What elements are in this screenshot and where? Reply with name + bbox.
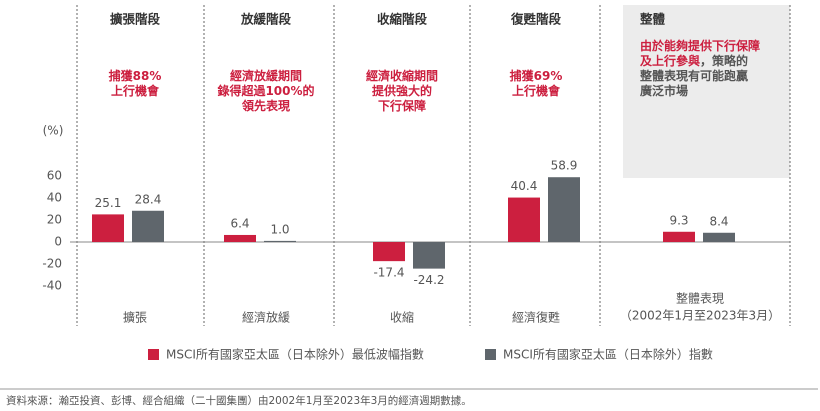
bar: [703, 232, 735, 242]
annotation-text: 領先表現: [241, 98, 290, 113]
annotation-text: 捕獲69%: [510, 68, 563, 83]
annotation-text: 錄得超過100%的: [217, 83, 314, 98]
bar: [92, 214, 124, 242]
value-label: 28.4: [135, 192, 162, 206]
annotation-text: 廣泛市場: [640, 83, 688, 98]
y-tick-label: 0: [54, 235, 62, 249]
y-tick-label: -40: [42, 279, 62, 293]
x-tick-label: 經濟放緩: [242, 310, 290, 325]
annotation-text: 提供強大的: [372, 83, 432, 98]
annotation: 提供強大的: [372, 83, 432, 98]
value-label: 58.9: [551, 159, 578, 173]
annotation-text: 經濟收縮期間: [366, 68, 438, 83]
annotation: 上行機會: [512, 83, 561, 98]
value-label: 1.0: [270, 222, 289, 236]
value-label: 9.3: [669, 213, 688, 227]
x-tick-label: 擴張: [123, 310, 147, 325]
phase-header: 復甦階段: [510, 12, 562, 27]
value-label: 40.4: [511, 179, 538, 193]
y-tick-label: 20: [47, 213, 62, 227]
annotation: 捕獲88%: [109, 68, 162, 83]
annotation: 下行保障: [378, 98, 426, 113]
annotation-text: ，策略的: [700, 53, 748, 68]
y-unit: (%): [43, 124, 64, 138]
legend-swatch: [148, 349, 159, 360]
annotation-text: 下行保障: [378, 98, 426, 113]
bar: [548, 177, 580, 242]
annotation-text: 整體表現有可能跑贏: [639, 68, 748, 83]
annotation: 錄得超過100%的: [217, 83, 314, 98]
bar: [508, 197, 540, 242]
x-tick-note: （2002年1月至2023年3月）: [620, 309, 780, 323]
annotation: 整體表現有可能跑贏: [639, 68, 748, 83]
value-label: 8.4: [709, 214, 728, 228]
annotation-text: 由於能夠提供下行保障: [640, 38, 760, 53]
legend-label: MSCI所有國家亞太區（日本除外）指數: [503, 347, 713, 362]
x-tick-label: 經濟復甦: [512, 310, 560, 325]
legend-label: MSCI所有國家亞太區（日本除外）最低波幅指數: [166, 347, 424, 362]
bar: [663, 231, 695, 242]
y-tick-label: 40: [47, 191, 62, 205]
x-tick-label: 整體表現: [676, 291, 724, 306]
annotation: 領先表現: [241, 98, 290, 113]
source: 資料來源：瀚亞投資、彭博、經合組織（二十國集團）由2002年1月至2023年3月…: [6, 394, 472, 407]
x-tick-label: 收縮: [390, 310, 414, 325]
bar: [373, 242, 405, 262]
value-label: 6.4: [230, 216, 249, 230]
value-label: -24.2: [413, 273, 444, 287]
phase-header: 整體: [640, 12, 666, 27]
phase-header: 放緩階段: [240, 12, 292, 27]
bar: [264, 240, 296, 242]
annotation-text: 上行機會: [111, 83, 160, 98]
y-tick-label: -20: [42, 257, 62, 271]
y-tick-label: 60: [47, 169, 62, 183]
annotation: 由於能夠提供下行保障: [640, 38, 760, 53]
annotation-text: 及上行參與: [640, 53, 700, 68]
annotation: 及上行參與，策略的: [640, 53, 748, 68]
annotation: 經濟放緩期間: [230, 68, 302, 83]
annotation-text: 上行機會: [512, 83, 561, 98]
summary-box: [623, 5, 790, 178]
bar: [132, 210, 164, 242]
annotation: 廣泛市場: [640, 83, 688, 98]
phase-header: 擴張階段: [110, 12, 161, 27]
phase-header: 收縮階段: [377, 12, 428, 27]
annotation: 捕獲69%: [510, 68, 563, 83]
value-label: 25.1: [95, 196, 122, 210]
annotation-text: 捕獲88%: [109, 68, 162, 83]
legend-swatch: [485, 349, 496, 360]
bar: [413, 242, 445, 269]
annotation: 上行機會: [111, 83, 160, 98]
value-label: -17.4: [373, 266, 404, 280]
bar: [224, 234, 256, 242]
annotation-text: 經濟放緩期間: [230, 68, 302, 83]
annotation: 經濟收縮期間: [366, 68, 438, 83]
